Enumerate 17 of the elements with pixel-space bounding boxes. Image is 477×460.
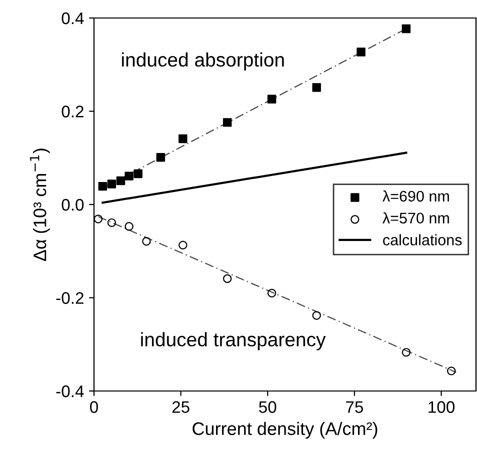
y-tick-label: 0.0	[62, 198, 84, 211]
annotation: induced absorption	[122, 52, 284, 71]
x-tick-label: 100	[428, 401, 455, 413]
y-axis-title: Δα (10³ cm$^{−1}$)	[30, 148, 50, 262]
x-tick-label: 0	[90, 401, 98, 413]
y-tick-label: -0.2	[56, 292, 84, 304]
annotation: induced transparency	[141, 332, 326, 350]
x-tick-label: 75	[346, 401, 364, 413]
legend-label: λ=570 nm	[382, 212, 449, 224]
x-tick-label: 25	[172, 401, 190, 413]
y-tick-label: -0.4	[56, 385, 84, 398]
x-tick-label: 50	[259, 401, 276, 413]
y-tick-label: 0.4	[62, 12, 84, 24]
y-tick-label: 0.2	[62, 106, 84, 118]
legend-label: λ=690 nm	[382, 190, 449, 202]
legend-label: calculations	[383, 234, 462, 246]
x-axis-title: Current density (A/cm²)	[192, 422, 378, 439]
